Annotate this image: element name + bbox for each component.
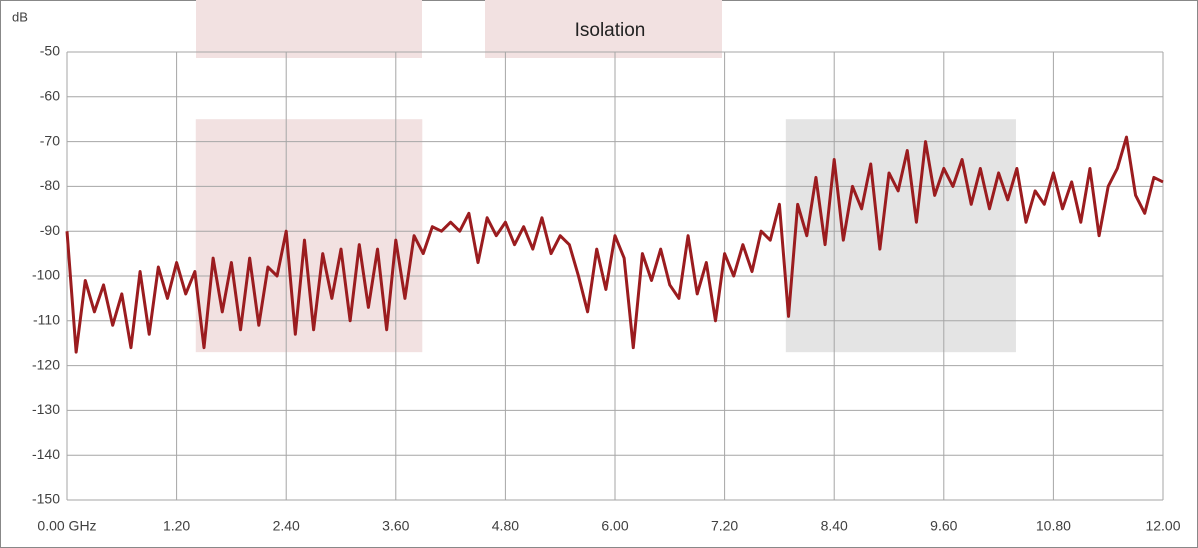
y-tick-label: -150 xyxy=(32,491,60,507)
y-tick-label: -140 xyxy=(32,446,60,462)
x-tick-label: 12.00 xyxy=(1145,518,1180,534)
y-tick-label: -100 xyxy=(32,267,60,283)
x-tick-label: 10.80 xyxy=(1036,518,1071,534)
x-tick-label: 8.40 xyxy=(821,518,848,534)
y-axis-label: dB xyxy=(12,9,28,24)
title-box xyxy=(485,0,722,58)
data-line xyxy=(65,135,1164,354)
x-tick-label: 7.20 xyxy=(711,518,738,534)
y-tick-label: -110 xyxy=(33,312,60,328)
y-tick-label: -130 xyxy=(32,401,60,417)
x-tick-label: 9.60 xyxy=(930,518,957,534)
x-tick-label: 6.00 xyxy=(601,518,628,534)
x-tick-label: 0.00 GHz xyxy=(37,518,96,534)
y-tick-label: -90 xyxy=(40,222,60,238)
y-tick-label: -60 xyxy=(40,88,60,104)
x-tick-label: 4.80 xyxy=(492,518,519,534)
y-tick-label: -80 xyxy=(40,177,60,193)
y-tick-label: -50 xyxy=(40,43,60,59)
chart-title: Isolation xyxy=(575,20,646,41)
y-tick-label: -120 xyxy=(32,356,60,372)
x-tick-label: 1.20 xyxy=(163,518,190,534)
shaded-region xyxy=(785,119,1016,353)
y-tick-label: -70 xyxy=(40,132,60,148)
x-tick-label: 2.40 xyxy=(273,518,300,534)
label-box xyxy=(196,0,422,58)
x-tick-label: 3.60 xyxy=(382,518,409,534)
